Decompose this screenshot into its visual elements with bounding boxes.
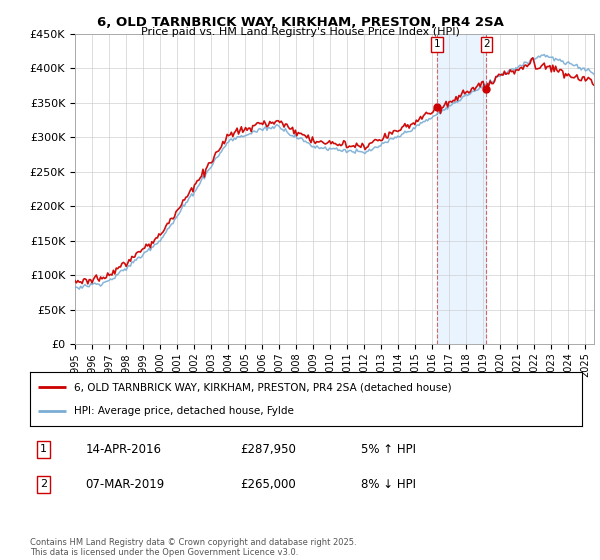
Text: 1: 1 — [434, 39, 440, 49]
Text: HPI: Average price, detached house, Fylde: HPI: Average price, detached house, Fyld… — [74, 405, 294, 416]
Text: Contains HM Land Registry data © Crown copyright and database right 2025.
This d: Contains HM Land Registry data © Crown c… — [30, 538, 356, 557]
Text: £265,000: £265,000 — [240, 478, 296, 491]
Text: £287,950: £287,950 — [240, 443, 296, 456]
Bar — [437, 34, 487, 344]
Text: 14-APR-2016: 14-APR-2016 — [85, 443, 161, 456]
Text: Price paid vs. HM Land Registry's House Price Index (HPI): Price paid vs. HM Land Registry's House … — [140, 27, 460, 37]
Text: 2: 2 — [483, 39, 490, 49]
Text: 07-MAR-2019: 07-MAR-2019 — [85, 478, 164, 491]
Text: 6, OLD TARNBRICK WAY, KIRKHAM, PRESTON, PR4 2SA (detached house): 6, OLD TARNBRICK WAY, KIRKHAM, PRESTON, … — [74, 382, 452, 393]
Text: 2: 2 — [40, 479, 47, 489]
Text: 6, OLD TARNBRICK WAY, KIRKHAM, PRESTON, PR4 2SA: 6, OLD TARNBRICK WAY, KIRKHAM, PRESTON, … — [97, 16, 503, 29]
Text: 8% ↓ HPI: 8% ↓ HPI — [361, 478, 416, 491]
Text: 5% ↑ HPI: 5% ↑ HPI — [361, 443, 416, 456]
Text: 1: 1 — [40, 445, 47, 454]
